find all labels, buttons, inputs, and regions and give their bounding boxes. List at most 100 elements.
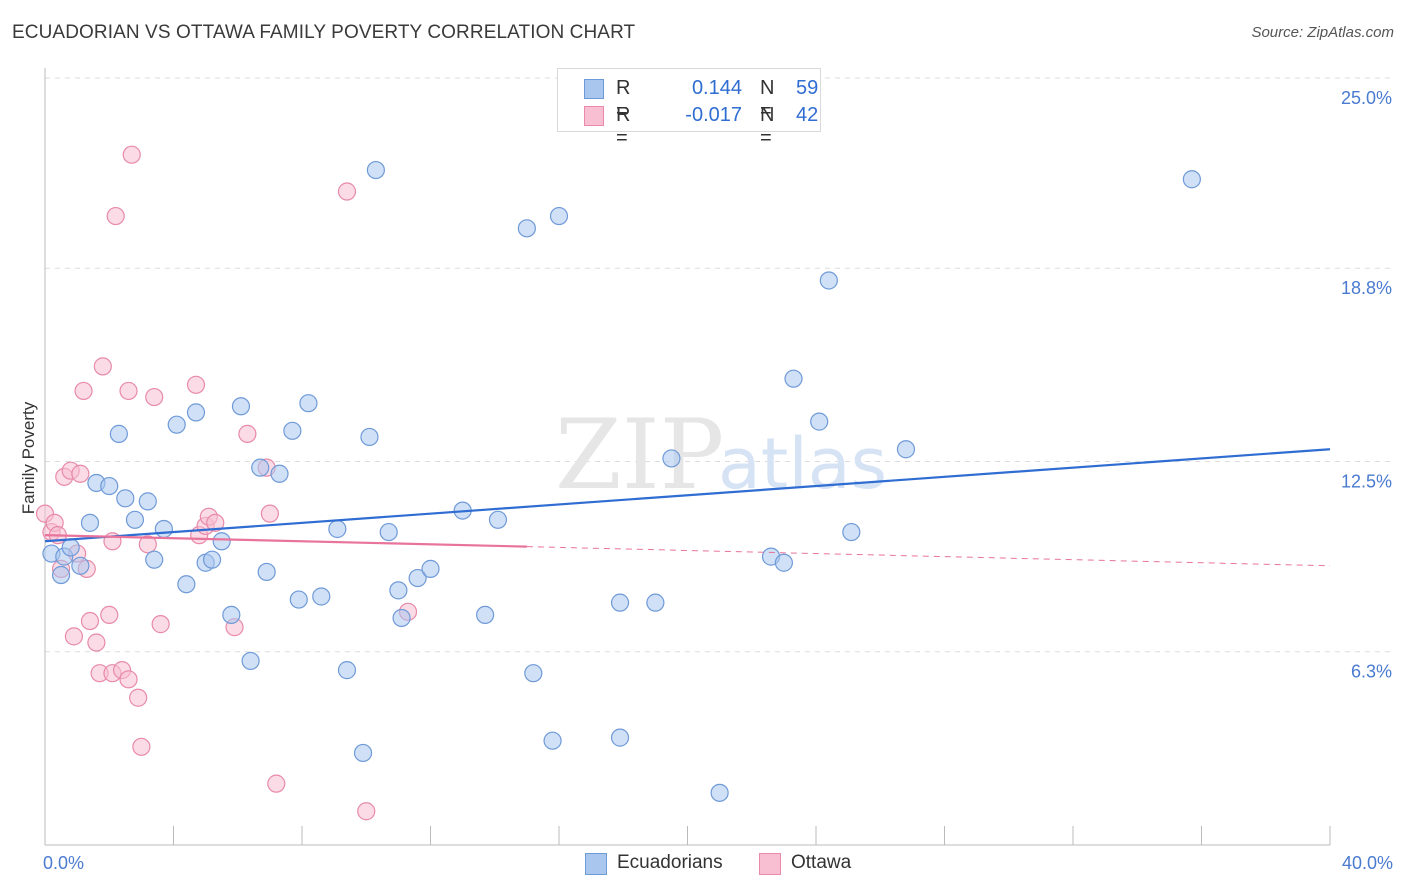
ecuadorians-point bbox=[257, 562, 276, 582]
ottawa-point bbox=[74, 381, 93, 401]
ottawa-point bbox=[119, 670, 138, 689]
y-tick-label: 6.3% bbox=[1351, 662, 1392, 682]
ottawa-point bbox=[138, 535, 157, 554]
ecuadorians-trend-line bbox=[44, 448, 1331, 543]
ecuadorians-point bbox=[222, 605, 241, 625]
legend-n-label: N = bbox=[760, 104, 775, 149]
ecuadorians-point bbox=[476, 605, 495, 625]
ecuadorians-point bbox=[662, 449, 681, 468]
legend-r-label: R = bbox=[616, 104, 631, 149]
legend-r-value: -0.017 bbox=[685, 104, 742, 126]
ecuadorians-point bbox=[167, 415, 186, 434]
ecuadorians-point bbox=[270, 464, 289, 483]
ecuadorians-point bbox=[61, 538, 80, 557]
ecuadorians-point bbox=[784, 369, 803, 388]
ecuadorians-point bbox=[896, 440, 916, 459]
legend-n-value: 42 bbox=[796, 104, 819, 126]
source-credit: Source: ZipAtlas.com bbox=[1251, 24, 1394, 41]
ottawa-point bbox=[93, 357, 112, 376]
y-axis-label: Family Poverty bbox=[19, 401, 38, 514]
ecuadorians-point bbox=[610, 593, 630, 612]
y-tick-label: 12.5% bbox=[1341, 472, 1392, 492]
watermark-atlas: atlas bbox=[718, 423, 887, 505]
ecuadorians-point bbox=[138, 492, 157, 511]
axes bbox=[44, 68, 1331, 846]
x-tick-label-min: 0.0% bbox=[43, 853, 84, 873]
ecuadorians-point bbox=[392, 608, 411, 628]
ecuadorians-point bbox=[145, 550, 164, 569]
legend-r-value: 0.144 bbox=[691, 77, 742, 99]
ecuadorians-point bbox=[379, 522, 398, 542]
ecuadorians-point bbox=[154, 519, 173, 539]
ecuadorians-point bbox=[177, 575, 196, 594]
ecuadorians-point bbox=[337, 661, 357, 680]
ecuadorians-point bbox=[517, 219, 536, 238]
ottawa-point bbox=[119, 381, 138, 401]
ottawa-point bbox=[357, 802, 376, 821]
ottawa-point bbox=[132, 737, 151, 756]
ecuadorians-point bbox=[51, 565, 71, 585]
ecuadorians-point bbox=[646, 593, 665, 612]
ecuadorians-points bbox=[42, 160, 1201, 802]
ottawa-point bbox=[151, 615, 170, 634]
ecuadorians-point bbox=[100, 476, 119, 496]
ecuadorians-point bbox=[251, 458, 270, 477]
legend-label-ottawa: Ottawa bbox=[791, 852, 852, 873]
ecuadorians-point bbox=[524, 664, 543, 683]
ottawa-point bbox=[260, 504, 279, 523]
gridlines bbox=[45, 77, 1390, 653]
x-tick-label-max: 40.0% bbox=[1342, 853, 1393, 873]
ottawa-point bbox=[186, 375, 206, 394]
legend-n-value: 59 bbox=[796, 77, 819, 99]
chart-title: ECUADORIAN VS OTTAWA FAMILY POVERTY CORR… bbox=[12, 22, 636, 43]
ottawa-point bbox=[267, 774, 286, 793]
ecuadorians-point bbox=[328, 519, 347, 539]
stats-legend: R = 0.144 N = 59 R = -0.017 N = 42 bbox=[557, 68, 821, 149]
watermark-zip: ZIP bbox=[555, 399, 724, 511]
ecuadorians-point bbox=[109, 424, 128, 443]
ecuadorians-point bbox=[819, 271, 838, 290]
ecuadorians-point bbox=[289, 590, 308, 609]
ecuadorians-point bbox=[312, 587, 331, 606]
ecuadorians-point bbox=[360, 427, 379, 447]
ecuadorians-point bbox=[1182, 170, 1201, 189]
ecuadorians-point bbox=[71, 556, 90, 575]
ottawa-point bbox=[100, 605, 119, 625]
ottawa-point bbox=[238, 424, 257, 443]
ottawa-point bbox=[64, 627, 84, 646]
y-tick-label: 18.8% bbox=[1341, 278, 1392, 298]
ecuadorians-point bbox=[774, 553, 793, 572]
trend-lines bbox=[44, 448, 1331, 567]
ottawa-point bbox=[87, 633, 106, 652]
ottawa-point bbox=[129, 688, 148, 707]
ecuadorians-point bbox=[353, 743, 373, 763]
ecuadorians-point bbox=[283, 421, 302, 440]
y-tick-label: 25.0% bbox=[1341, 88, 1392, 108]
ottawa-point bbox=[337, 182, 357, 201]
ecuadorians-point bbox=[810, 412, 829, 431]
ottawa-point bbox=[122, 145, 141, 164]
ottawa-trend-line-dashed bbox=[526, 546, 1331, 567]
ecuadorians-point bbox=[186, 403, 206, 422]
watermark: ZIP atlas bbox=[555, 399, 887, 511]
legend-swatch-pink bbox=[759, 853, 781, 875]
ecuadorians-point bbox=[488, 510, 508, 529]
ottawa-point bbox=[80, 611, 100, 631]
ecuadorians-point bbox=[241, 651, 260, 671]
ecuadorians-point bbox=[80, 513, 100, 532]
axis-labels: 6.3% 12.5% 18.8% 25.0% 0.0% 40.0% Family Pover… bbox=[19, 88, 1393, 873]
legend-swatch-blue bbox=[584, 79, 604, 99]
ecuadorians-point bbox=[231, 397, 251, 416]
legend-swatch-pink bbox=[584, 106, 604, 126]
ecuadorians-point bbox=[408, 568, 427, 588]
ottawa-point bbox=[145, 387, 164, 407]
legend-swatch-blue bbox=[585, 853, 607, 875]
ottawa-trend-line bbox=[44, 534, 527, 548]
ecuadorians-point bbox=[421, 559, 440, 578]
ecuadorians-point bbox=[366, 160, 385, 180]
legend-label-ecuadorians: Ecuadorians bbox=[617, 852, 723, 873]
ecuadorians-point bbox=[212, 532, 231, 551]
ecuadorians-point bbox=[299, 394, 318, 413]
ottawa-point bbox=[206, 513, 225, 532]
ecuadorians-point bbox=[549, 206, 569, 226]
